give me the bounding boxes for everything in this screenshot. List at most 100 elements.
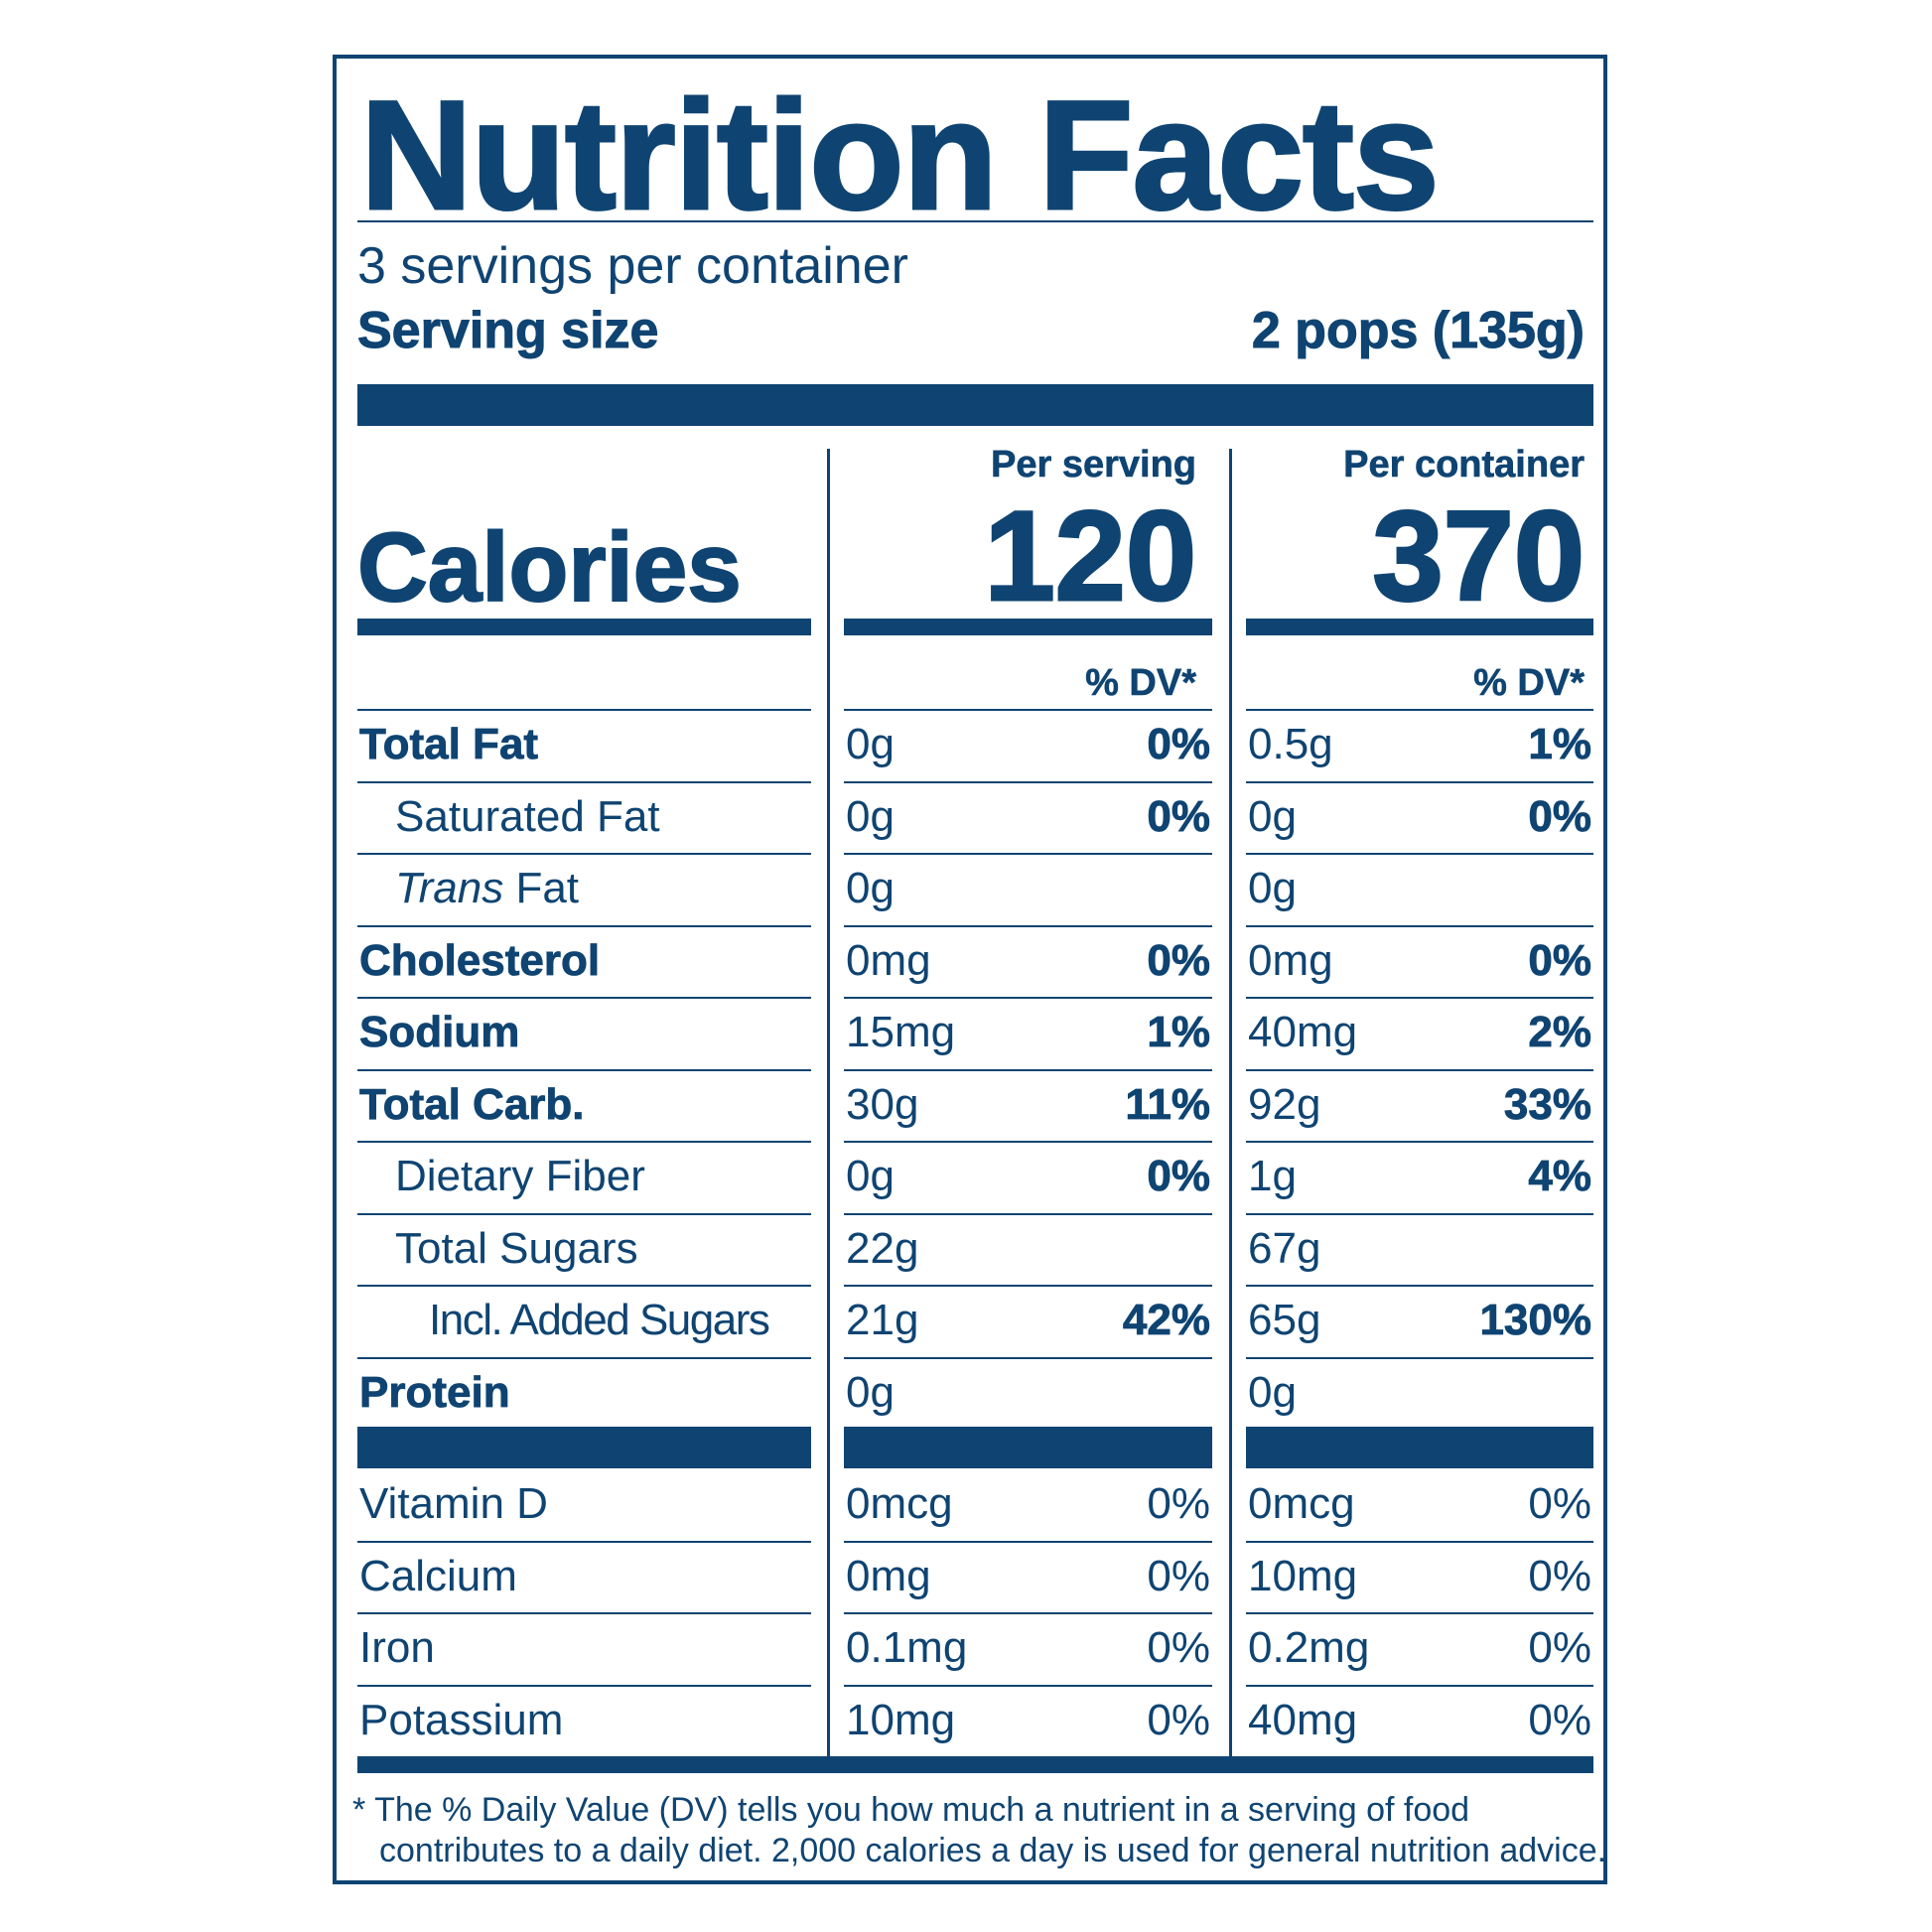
container-dv: 0% (1528, 791, 1591, 841)
row-divider (1246, 1684, 1593, 1687)
serving-amount: 0mg (846, 1551, 931, 1600)
container-dv: 0% (1528, 1551, 1591, 1600)
row-divider (1246, 997, 1593, 999)
per-container-header: Per container (1343, 444, 1585, 485)
serving-dv: 0% (1147, 791, 1210, 841)
row-divider (357, 1612, 811, 1614)
nutrient-label: Sodium (359, 1008, 520, 1056)
container-amount: 0mcg (1248, 1479, 1355, 1528)
serving-dv: 0% (1147, 935, 1210, 985)
serving-amount: 15mg (846, 1008, 956, 1056)
thick-rule-protein (357, 1427, 811, 1468)
nutrient-label: Dietary Fiber (395, 1152, 645, 1200)
row-divider (844, 1212, 1212, 1215)
serving-amount: 0g (846, 791, 895, 841)
row-divider (357, 924, 811, 927)
row-divider (357, 780, 811, 783)
serving-size-value: 2 pops (135g) (1251, 302, 1585, 359)
row-divider (357, 1285, 811, 1287)
nutrient-label: Total Carb. (359, 1079, 585, 1129)
nutrient-label-italic: Trans (395, 864, 504, 912)
column-divider-1 (827, 449, 830, 1763)
container-amount: 1g (1248, 1152, 1297, 1200)
calories-rule-serving (844, 619, 1212, 635)
serving-amount: 0g (846, 1367, 895, 1417)
row-divider (1246, 1540, 1593, 1543)
nutrient-label: Trans Fat (395, 867, 579, 910)
serving-amount: 0mcg (846, 1479, 953, 1528)
row-divider (357, 1684, 811, 1687)
row-divider (1246, 709, 1593, 711)
container-dv: 2% (1528, 1008, 1591, 1056)
nutrient-label: Saturated Fat (395, 791, 660, 841)
container-amount: 0mg (1248, 935, 1333, 985)
row-divider (844, 924, 1212, 927)
row-divider (1246, 780, 1593, 783)
row-divider (844, 1141, 1212, 1143)
row-divider (844, 1068, 1212, 1071)
serving-dv: 0% (1147, 1623, 1210, 1672)
nutrient-label-rest: Fat (503, 864, 580, 912)
calories-label: Calories (356, 512, 743, 621)
thick-rule-top (357, 384, 1593, 426)
serving-dv: 0% (1147, 1551, 1210, 1600)
serving-dv: 0% (1147, 1479, 1210, 1528)
calories-rule-label (357, 619, 811, 635)
nutrient-label: Total Sugars (395, 1223, 638, 1273)
row-divider (844, 1612, 1212, 1614)
footnote-line-2: contributes to a daily diet. 2,000 calor… (379, 1832, 1607, 1869)
row-divider (1246, 924, 1593, 927)
vitamin-label: Iron (359, 1623, 435, 1672)
column-divider-2 (1229, 449, 1232, 1763)
container-dv: 0% (1528, 1695, 1591, 1744)
container-dv: 0% (1528, 935, 1591, 985)
row-divider (1246, 1612, 1593, 1614)
serving-dv: 0% (1147, 720, 1210, 768)
serving-amount: 22g (846, 1223, 919, 1273)
container-amount: 0g (1248, 791, 1297, 841)
thick-rule-protein (844, 1427, 1212, 1468)
nutrient-label: Protein (359, 1367, 510, 1417)
servings-per-container: 3 servings per container (357, 237, 908, 295)
nutrient-label: Incl. Added Sugars (429, 1296, 770, 1344)
serving-amount: 0g (846, 720, 895, 768)
row-divider (357, 1068, 811, 1071)
container-amount: 92g (1248, 1079, 1321, 1129)
container-amount: 65g (1248, 1296, 1321, 1344)
serving-amount: 30g (846, 1079, 919, 1129)
row-divider (357, 1212, 811, 1215)
vitamin-label: Potassium (359, 1695, 564, 1744)
calories-rule-container (1246, 619, 1593, 635)
row-divider (1246, 1212, 1593, 1215)
serving-amount: 0.1mg (846, 1623, 968, 1672)
container-amount: 0g (1248, 1367, 1297, 1417)
row-divider (1246, 853, 1593, 855)
calories-per-container: 370 (1371, 485, 1587, 627)
row-divider (844, 1356, 1212, 1359)
row-divider (844, 997, 1212, 999)
title-rule (357, 220, 1593, 222)
vitamin-label: Calcium (359, 1551, 517, 1600)
serving-amount: 0g (846, 864, 895, 912)
serving-dv: 0% (1147, 1152, 1210, 1200)
calories-per-serving: 120 (983, 485, 1198, 627)
row-divider (1246, 1068, 1593, 1071)
row-divider (357, 997, 811, 999)
container-amount: 0.2mg (1248, 1623, 1370, 1672)
row-divider (357, 1141, 811, 1143)
serving-amount: 10mg (846, 1695, 956, 1744)
container-dv: 0% (1528, 1623, 1591, 1672)
container-dv: 0% (1528, 1479, 1591, 1528)
row-divider (844, 780, 1212, 783)
container-dv: 130% (1479, 1296, 1591, 1344)
footnote-line-1: * The % Daily Value (DV) tells you how m… (352, 1791, 1470, 1829)
thick-rule-bottom (357, 1756, 1593, 1773)
container-amount: 0.5g (1248, 720, 1333, 768)
serving-dv: 0% (1147, 1695, 1210, 1744)
container-amount: 40mg (1248, 1008, 1358, 1056)
nutrition-facts-panel: Nutrition Facts 3 servings per container… (333, 55, 1607, 1884)
nutrient-label: Cholesterol (359, 935, 601, 985)
serving-dv: 11% (1125, 1079, 1210, 1129)
container-amount: 40mg (1248, 1695, 1358, 1744)
thick-rule-protein (1246, 1427, 1593, 1468)
